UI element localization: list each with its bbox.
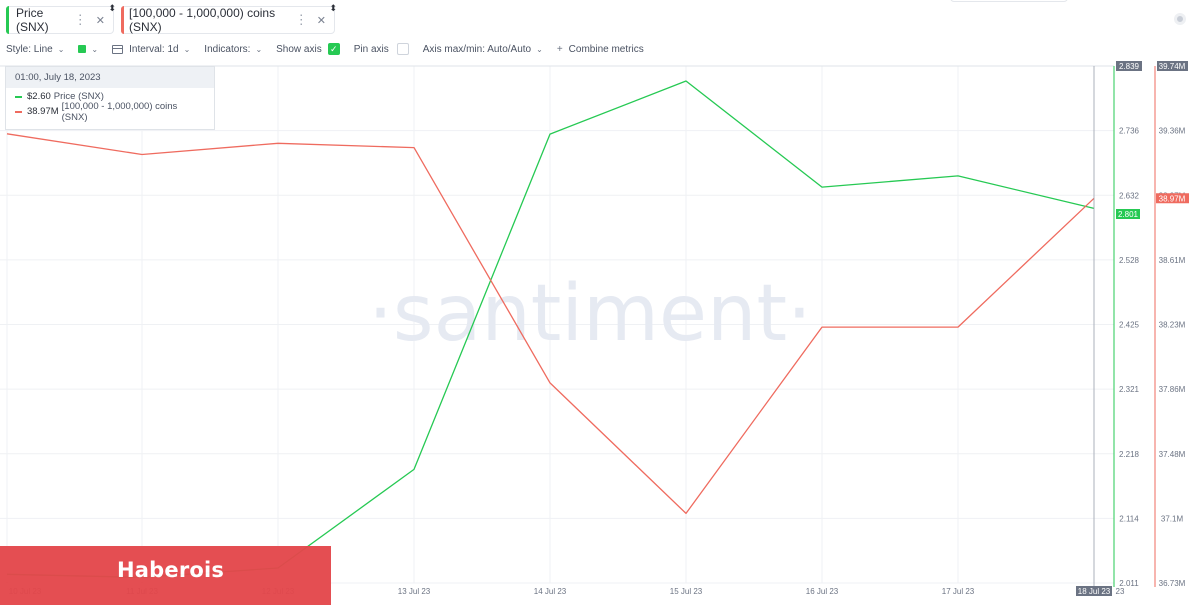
tooltip-value: $2.60	[27, 91, 51, 102]
close-icon[interactable]: ✕	[316, 14, 326, 27]
x-axis-tick: 13 Jul 23	[398, 587, 431, 596]
interval-select[interactable]: Interval: 1d ⌄	[112, 44, 190, 55]
x-axis-tick: 17 Jul 23	[942, 587, 975, 596]
price-axis-tick: 2.321	[1119, 385, 1140, 394]
drag-icon[interactable]: ⬍	[329, 3, 337, 13]
axis-maxmin-select[interactable]: Axis max/min: Auto/Auto ⌄	[423, 44, 543, 55]
tooltip-value: 38.97M	[26, 106, 59, 117]
color-select[interactable]: ⌄	[78, 45, 98, 54]
checkbox-checked-icon[interactable]: ✓	[327, 43, 340, 55]
checkbox-empty-icon[interactable]	[396, 43, 409, 55]
plus-icon: +	[556, 43, 563, 55]
chevron-down-icon: ⌄	[183, 44, 191, 54]
price-axis-tick: 2.011	[1119, 579, 1139, 588]
price-current-badge	[1116, 209, 1140, 219]
combine-label: Combine metrics	[568, 43, 644, 55]
metric-color-stripe	[121, 6, 124, 34]
chart-axes: 2.839 2.736 2.632 2.528 2.425 2.321 2.218 2.114…	[1093, 61, 1189, 589]
holders-axis-tick: 38.23M	[1159, 321, 1186, 330]
holders-axis-tick: 37.86M	[1159, 385, 1186, 394]
brand-banner: Haberois	[0, 546, 331, 605]
price-axis-max-badge	[1116, 61, 1142, 71]
holders-axis-tick: 39.36M	[1159, 127, 1186, 136]
chart-toolbar: Style: Line ⌄ ⌄ Interval: 1d ⌄ Indicators:…	[6, 42, 658, 56]
show-axis-label: Show axis	[276, 43, 322, 55]
tooltip-row-price: $2.60 Price (SNX)	[6, 90, 214, 103]
chevron-down-icon: ⌄	[91, 44, 99, 54]
price-axis-tick: 2.114	[1119, 514, 1139, 523]
calendar-icon	[112, 44, 124, 54]
tooltip-metric-name: Price (SNX)	[53, 91, 104, 102]
chart-grid	[0, 65, 1114, 584]
brand-banner-text: Haberois	[117, 558, 225, 582]
santiment-watermark: ·santiment·	[368, 269, 812, 359]
holders-axis-tick: 37.1M	[1161, 514, 1184, 523]
pin-axis-label: Pin axis	[353, 43, 389, 55]
holders-current-badge	[1156, 193, 1189, 204]
price-current-value: 2.801	[1118, 210, 1139, 219]
tooltip-metric-name: [100,000 - 1,000,000) coins (SNX)	[61, 100, 178, 123]
combine-metrics-button[interactable]: + Combine metrics	[557, 44, 644, 55]
x-axis-tick: 23	[1116, 587, 1125, 596]
chevron-down-icon: ⌄	[536, 44, 543, 54]
tooltip-date: 01:00, July 18, 2023	[6, 67, 214, 88]
price-axis-tick: 2.425	[1119, 321, 1140, 330]
holders-axis-max-badge	[1157, 61, 1188, 71]
settings-icon[interactable]	[1174, 13, 1186, 25]
price-axis-tick: 2.528	[1119, 256, 1140, 265]
metric-color-stripe	[6, 6, 9, 34]
indicators-label: Indicators:	[204, 43, 251, 55]
axis-maxmin-label: Axis max/min: Auto/Auto	[422, 43, 532, 55]
price-axis-tick: 2.736	[1119, 127, 1140, 136]
x-highlight-badge	[1076, 586, 1112, 596]
price-axis-tick: 2.839	[1119, 62, 1140, 71]
metric-tab-price[interactable]: Price (SNX) ⋮ ✕ ⬍	[6, 3, 116, 34]
chevron-down-icon: ⌄	[255, 44, 263, 54]
price-axis-tick: 2.218	[1119, 450, 1140, 459]
more-icon[interactable]: ⋮	[73, 12, 87, 27]
legend-line-icon	[15, 110, 22, 113]
pin-axis-toggle[interactable]: Pin axis	[354, 43, 409, 55]
holders-axis-tick: 38.61M	[1159, 256, 1186, 265]
holders-current-value: 38.97M	[1159, 194, 1186, 203]
x-axis-tick: 16 Jul 23	[806, 587, 839, 596]
chevron-down-icon: ⌄	[57, 44, 65, 54]
tooltip-row-holders: 38.97M [100,000 - 1,000,000) coins (SNX)	[6, 101, 214, 123]
holders-axis-tick: 39.74M	[1159, 62, 1186, 71]
metric-tab-label: Price (SNX)	[16, 6, 49, 34]
metric-tabs: Price (SNX) ⋮ ✕ ⬍ [100,000 - 1,000,000) …	[0, 0, 1200, 38]
close-icon[interactable]: ✕	[95, 14, 105, 27]
metric-tab-label: [100,000 - 1,000,000) coins (SNX)	[129, 6, 276, 34]
x-axis-tick: 14 Jul 23	[534, 587, 567, 596]
legend-line-icon	[15, 95, 22, 98]
chart-tooltip: 01:00, July 18, 2023 $2.60 Price (SNX) 3…	[5, 66, 215, 130]
color-swatch-icon	[78, 45, 87, 53]
price-axis-tick: 2.632	[1119, 191, 1140, 200]
style-label: Style: Line	[6, 43, 53, 55]
x-axis-tick: 15 Jul 23	[670, 587, 703, 596]
holders-axis-tick: 37.48M	[1159, 450, 1186, 459]
style-select[interactable]: Style: Line ⌄	[6, 44, 64, 55]
drag-icon[interactable]: ⬍	[108, 3, 116, 13]
indicators-select[interactable]: Indicators: ⌄	[204, 44, 262, 55]
metric-tab-holders[interactable]: [100,000 - 1,000,000) coins (SNX) ⋮ ✕ ⬍	[121, 3, 337, 34]
interval-label: Interval: 1d	[129, 43, 179, 55]
more-icon[interactable]: ⋮	[294, 12, 308, 27]
x-axis-tick: 18 Jul 23	[1078, 587, 1111, 596]
show-axis-toggle[interactable]: Show axis ✓	[276, 43, 340, 55]
holders-axis-tick: 36.73M	[1159, 579, 1186, 588]
